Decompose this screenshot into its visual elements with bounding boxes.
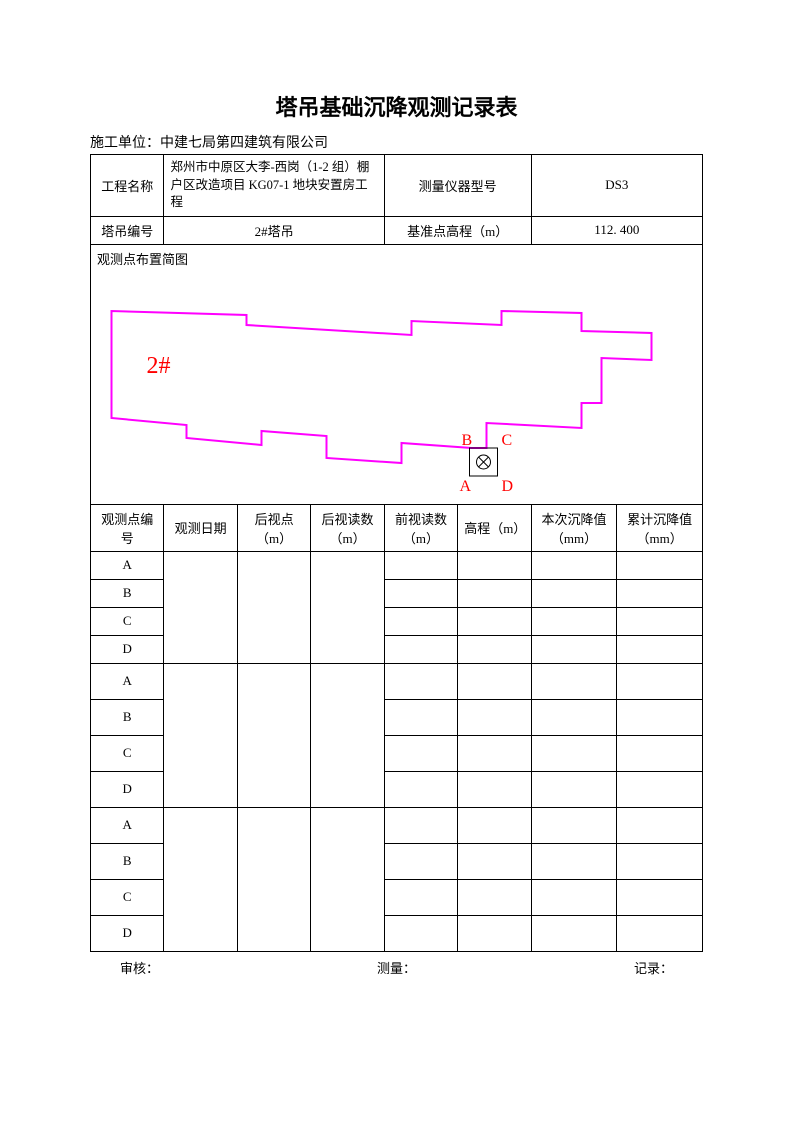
point-c-label: C [502, 432, 513, 449]
backsight-point-cell [237, 663, 310, 807]
point-a-label: A [460, 478, 472, 495]
diagram-cell: 观测点布置简图 2# B C A [91, 244, 703, 504]
row-label: C [91, 879, 164, 915]
col-current-settlement: 本次沉降值（mm） [531, 504, 617, 551]
backsight-reading-cell [311, 663, 384, 807]
row-label: B [91, 579, 164, 607]
col-backsight-reading: 后视读数（m） [311, 504, 384, 551]
foresight-cell [384, 551, 457, 579]
footer-review: 审核： [120, 958, 159, 977]
row-label: B [91, 843, 164, 879]
building-outline [112, 311, 652, 463]
col-foresight-reading: 前视读数（m） [384, 504, 457, 551]
col-backsight-point: 后视点（m） [237, 504, 310, 551]
cumulative-cell [617, 551, 703, 579]
construction-unit-value: 中建七局第四建筑有限公司 [160, 136, 328, 151]
backsight-point-cell [237, 807, 310, 951]
layout-diagram: 2# B C A D [91, 263, 702, 503]
current-cell [531, 551, 617, 579]
col-point-no: 观测点编号 [91, 504, 164, 551]
backsight-reading-cell [311, 807, 384, 951]
building-label: 2# [147, 353, 171, 379]
main-table: 工程名称 郑州市中原区大李-西岗（1-2 组）棚户区改造项目 KG07-1 地块… [90, 154, 703, 952]
col-elevation: 高程（m） [458, 504, 531, 551]
col-cumulative-settlement: 累计沉降值（mm） [617, 504, 703, 551]
date-cell [164, 663, 237, 807]
project-name: 郑州市中原区大李-西岗（1-2 组）棚户区改造项目 KG07-1 地块安置房工程 [164, 155, 384, 217]
crane-no: 2#塔吊 [164, 216, 384, 244]
elevation-cell [458, 551, 531, 579]
row-label: D [91, 771, 164, 807]
construction-unit-label: 施工单位： [90, 136, 160, 151]
row-label: D [91, 635, 164, 663]
date-cell [164, 551, 237, 663]
page-title: 塔吊基础沉降观测记录表 [90, 90, 703, 122]
instrument-label: 测量仪器型号 [384, 155, 531, 217]
construction-unit-line: 施工单位：中建七局第四建筑有限公司 [90, 132, 703, 152]
backsight-reading-cell [311, 551, 384, 663]
point-b-label: B [462, 432, 473, 449]
date-cell [164, 807, 237, 951]
row-label: D [91, 915, 164, 951]
row-label: A [91, 551, 164, 579]
row-label: A [91, 807, 164, 843]
point-d-label: D [502, 478, 514, 495]
crane-base-icon [470, 448, 498, 476]
row-label: B [91, 699, 164, 735]
project-label: 工程名称 [91, 155, 164, 217]
row-label: C [91, 735, 164, 771]
footer-measure: 测量： [377, 958, 416, 977]
row-label: C [91, 607, 164, 635]
backsight-point-cell [237, 551, 310, 663]
footer-record: 记录： [634, 958, 673, 977]
crane-no-label: 塔吊编号 [91, 216, 164, 244]
benchmark-elevation: 112. 400 [531, 216, 702, 244]
benchmark-label: 基准点高程（m） [384, 216, 531, 244]
row-label: A [91, 663, 164, 699]
footer-row: 审核： 测量： 记录： [90, 958, 703, 977]
instrument-model: DS3 [531, 155, 702, 217]
col-date: 观测日期 [164, 504, 237, 551]
